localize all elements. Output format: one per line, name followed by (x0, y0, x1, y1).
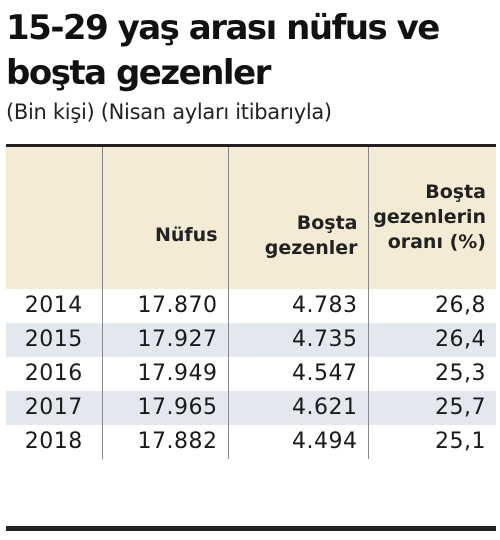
cell-year: 2015 (6, 322, 103, 357)
cell-idle-rate: 26,4 (435, 327, 486, 352)
cell-year: 2016 (6, 356, 103, 391)
cell-idle: 4.783 (228, 288, 369, 323)
bottom-rule (6, 526, 496, 531)
chart-subtitle: (Bin kişi) (Nisan ayları itibarıyla) (6, 100, 332, 124)
cell-idle-rate: 26,8 (435, 293, 486, 318)
cell-idle-rate: 25,1 (435, 429, 486, 454)
header-row: Nüfus Boşta gezenler Boşta gezenlerin or… (6, 144, 496, 289)
cell-year: 2014 (6, 288, 103, 323)
cell-idle: 4.621 (228, 390, 369, 425)
header-population: Nüfus (102, 144, 229, 289)
header-year (6, 144, 103, 289)
table-row: 2015 17.927 4.735 26,4 (6, 322, 496, 357)
header-idle-rate: Boşta gezenlerin oranı (%) (368, 144, 496, 289)
cell-year: 2017 (6, 390, 103, 425)
cell-population: 17.870 (102, 288, 229, 323)
table-row: 2016 17.949 4.547 25,3 (6, 356, 496, 391)
table-row: 2014 17.870 4.783 26,8 (6, 288, 496, 323)
cell-population: 17.882 (102, 424, 229, 459)
cell-population: 17.927 (102, 322, 229, 357)
cell-idle: 4.547 (228, 356, 369, 391)
data-table: Nüfus Boşta gezenler Boşta gezenlerin or… (6, 144, 496, 459)
table-row: 2018 17.882 4.494 25,1 (6, 424, 496, 459)
cell-idle: 4.494 (228, 424, 369, 459)
chart-title: 15-29 yaş arası nüfus ve boşta gezenler (6, 8, 440, 93)
cell-population: 17.949 (102, 356, 229, 391)
cell-population: 17.965 (102, 390, 229, 425)
cell-idle-rate: 25,7 (435, 395, 486, 420)
cell-idle: 4.735 (228, 322, 369, 357)
cell-year: 2018 (6, 424, 103, 459)
table-row: 2017 17.965 4.621 25,7 (6, 390, 496, 425)
header-idle: Boşta gezenler (228, 144, 369, 289)
cell-idle-rate: 25,3 (435, 361, 486, 386)
